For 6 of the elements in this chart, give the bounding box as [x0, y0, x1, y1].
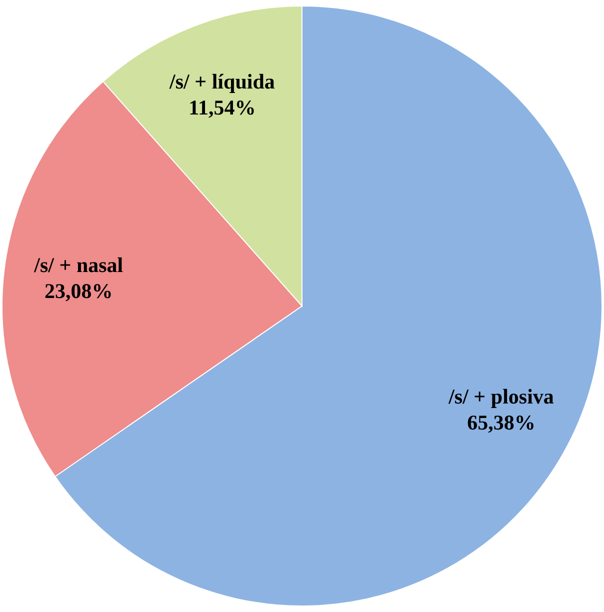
- slice-label: /s/ + nasal: [33, 252, 124, 277]
- data-label: 65,38%: [467, 410, 536, 435]
- slice-label: /s/ + líquida: [168, 70, 276, 94]
- slice-label: /s/ + plosiva: [448, 384, 554, 409]
- data-label: 11,54%: [188, 96, 256, 120]
- data-label: 23,08%: [44, 278, 113, 303]
